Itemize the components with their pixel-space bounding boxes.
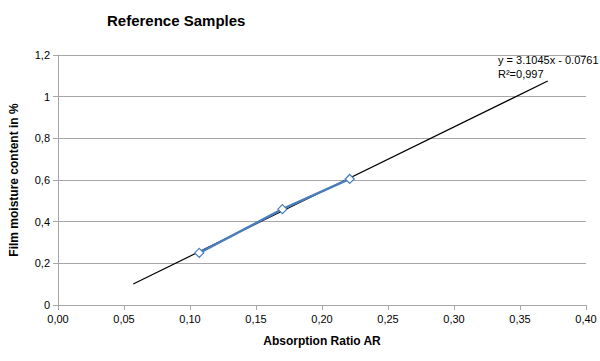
svg-text:Film moisture content in %: Film moisture content in %	[7, 103, 21, 257]
svg-text:0,40: 0,40	[575, 313, 596, 325]
svg-text:0,15: 0,15	[245, 313, 266, 325]
svg-text:0,6: 0,6	[35, 174, 50, 186]
svg-text:0,2: 0,2	[35, 257, 50, 269]
svg-text:0,30: 0,30	[443, 313, 464, 325]
svg-text:1,2: 1,2	[35, 49, 50, 61]
svg-text:0,35: 0,35	[509, 313, 530, 325]
svg-text:0,4: 0,4	[35, 216, 50, 228]
svg-text:1: 1	[44, 91, 50, 103]
svg-text:Absorption Ratio AR: Absorption Ratio AR	[263, 334, 381, 348]
svg-text:0,10: 0,10	[179, 313, 200, 325]
svg-text:Reference Samples: Reference Samples	[107, 12, 245, 29]
svg-text:y = 3.1045x - 0.0761: y = 3.1045x - 0.0761	[498, 54, 599, 66]
svg-text:0,8: 0,8	[35, 132, 50, 144]
svg-text:0: 0	[44, 299, 50, 311]
svg-text:0,25: 0,25	[377, 313, 398, 325]
svg-text:0,00: 0,00	[47, 313, 68, 325]
svg-text:0,05: 0,05	[113, 313, 134, 325]
svg-text:0,20: 0,20	[311, 313, 332, 325]
svg-text:R²=0,997: R²=0,997	[498, 68, 544, 80]
